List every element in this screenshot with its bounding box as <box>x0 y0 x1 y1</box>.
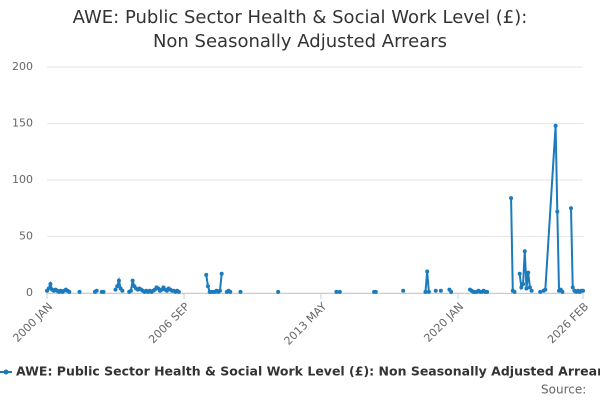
chart-title: AWE: Public Sector Health & Social Work … <box>72 7 528 52</box>
data-point <box>521 281 526 286</box>
data-point <box>238 289 243 294</box>
data-point <box>438 288 443 293</box>
data-point <box>219 271 224 276</box>
data-point <box>48 281 53 286</box>
series-line <box>570 208 583 294</box>
series-line <box>543 125 564 293</box>
source: Source: <box>541 383 586 397</box>
data-point <box>276 289 281 294</box>
data-point <box>485 289 490 294</box>
data-point <box>176 289 181 294</box>
y-tick-label: 150 <box>12 117 33 130</box>
data-point <box>560 289 565 294</box>
data-point <box>46 286 51 291</box>
data-point <box>425 269 430 274</box>
data-point <box>553 123 558 128</box>
x-tick-label: 2020 JAN <box>421 300 466 345</box>
data-point <box>529 288 534 293</box>
legend-label: AWE: Public Sector Health & Social Work … <box>16 364 600 379</box>
y-tick-label: 0 <box>26 286 33 299</box>
data-point <box>555 209 560 214</box>
data-point <box>426 289 431 294</box>
data-point <box>204 272 209 277</box>
data-point <box>217 288 222 293</box>
data-point <box>433 288 438 293</box>
x-tick-label: 2006 SEP <box>146 300 192 346</box>
data-point <box>77 289 82 294</box>
data-point <box>449 289 454 294</box>
data-point <box>116 278 121 283</box>
data-point <box>512 289 517 294</box>
data-point <box>128 288 133 293</box>
y-tick-label: 50 <box>19 230 33 243</box>
data-point <box>543 287 548 292</box>
legend-symbol-dot <box>3 369 9 375</box>
data-point <box>423 289 428 294</box>
data-point <box>120 288 125 293</box>
y-tick-label: 200 <box>12 60 33 73</box>
data-point <box>522 249 527 254</box>
data-point <box>519 285 524 290</box>
data-point <box>67 289 72 294</box>
data-point <box>205 284 210 289</box>
data-point <box>509 196 514 201</box>
data-point <box>101 289 106 294</box>
data-point <box>569 206 574 211</box>
data-point <box>130 278 135 283</box>
data-point <box>524 286 529 291</box>
series-line <box>510 198 516 293</box>
data-point <box>337 289 342 294</box>
data-point <box>115 284 120 289</box>
data-point <box>581 288 585 293</box>
data-point <box>570 285 575 290</box>
data-point <box>373 289 378 294</box>
data-point <box>113 287 118 292</box>
x-tick-label: 2000 JAN <box>10 300 55 345</box>
data-point <box>526 270 531 275</box>
data-point <box>517 271 522 276</box>
data-point <box>527 285 532 290</box>
data-point <box>228 289 233 294</box>
series-line <box>424 271 430 292</box>
data-point <box>94 288 99 293</box>
x-tick-label: 2013 MAY <box>282 300 330 348</box>
data-point <box>538 289 543 294</box>
data-point <box>401 288 406 293</box>
data-point <box>334 289 339 294</box>
x-tick-label: 2026 FEB <box>545 300 591 346</box>
y-tick-label: 100 <box>12 173 33 186</box>
